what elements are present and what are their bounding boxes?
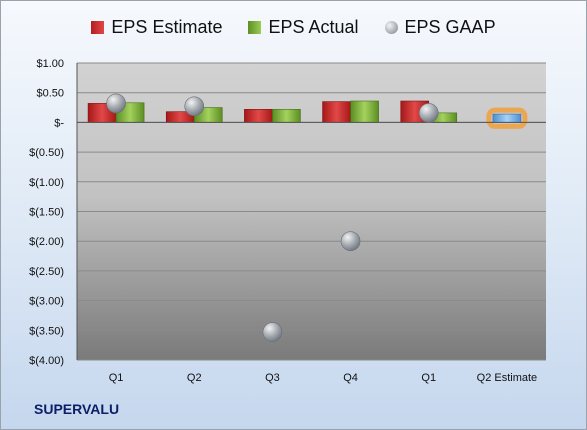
x-tick-label: Q2 Estimate [477,372,538,384]
marker-eps-gaap [106,93,126,114]
legend-label-estimate: EPS Estimate [111,17,223,37]
bar-eps-actual [350,100,379,123]
x-tick-label: Q2 [187,372,202,384]
x-tick-label: Q1 [109,372,124,384]
company-name: SUPERVALU [34,401,120,417]
y-tick-label: $1.00 [36,58,64,70]
actual-swatch-icon [248,21,262,34]
gaap-swatch-icon [384,21,398,34]
legend-item-actual: EPS Actual [248,17,359,38]
legend: EPS Estimate EPS Actual EPS GAAP [1,17,586,38]
legend-label-gaap: EPS GAAP [404,17,496,37]
marker-eps-gaap [418,103,439,123]
estimate-swatch-icon [91,21,105,34]
y-tick-label: $- [54,117,64,129]
marker-eps-gaap [262,322,283,342]
y-tick-label: $(2.00) [29,236,64,248]
x-tick-label: Q3 [265,372,280,384]
x-tick-label: Q4 [343,372,358,384]
bar-eps-actual [272,109,301,123]
legend-label-actual: EPS Actual [268,17,359,37]
y-tick-label: $(2.50) [29,266,64,278]
bar-eps-estimate [244,109,273,123]
marker-eps-gaap [340,231,361,251]
y-tick-label: $(4.00) [29,355,64,367]
y-tick-label: $0.50 [36,88,64,100]
x-tick-label: Q1 [421,372,436,384]
y-tick-label: $(1.00) [29,177,64,189]
y-tick-label: $(0.50) [29,147,64,159]
legend-item-estimate: EPS Estimate [91,17,222,38]
bar-eps-estimate [322,101,351,123]
bar-estimate-highlight [492,113,522,123]
highlight-glow [486,107,528,129]
y-tick-label: $(1.50) [29,207,64,219]
legend-item-gaap: EPS GAAP [384,17,496,38]
y-tick-label: $(3.50) [29,325,64,337]
y-tick-label: $(3.00) [29,296,64,308]
marker-eps-gaap [184,96,205,117]
